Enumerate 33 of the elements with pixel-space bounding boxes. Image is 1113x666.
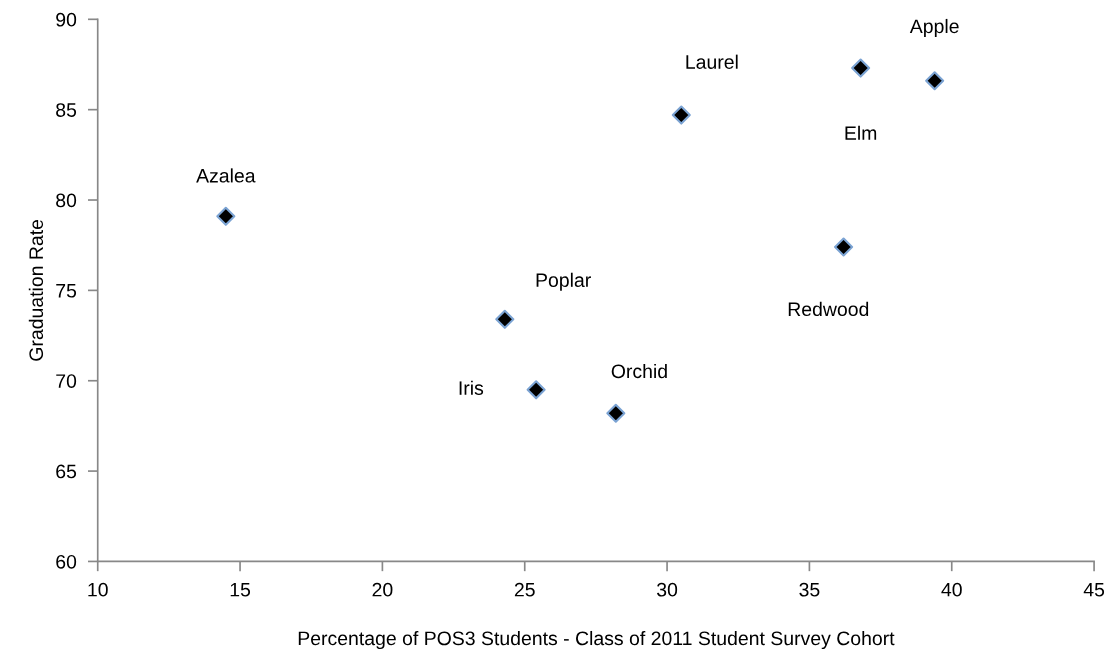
point: [606, 403, 626, 423]
annotation: Azalea: [196, 168, 256, 183]
y-tick-label: 85: [56, 103, 77, 117]
y-tick-label: 90: [56, 12, 77, 27]
y-tick-label: 65: [56, 464, 77, 479]
annotation: Iris: [459, 380, 484, 395]
x-axis-title: Percentage of POS3 Students - Class of 2011 Student Survey Cohort: [298, 630, 895, 650]
x-tick-label: 10: [88, 582, 108, 597]
x-tick-label: 35: [799, 582, 820, 597]
annotation: Redwood: [788, 301, 869, 317]
point: [671, 105, 691, 125]
annotation: Laurel: [686, 54, 738, 69]
x-tick-label: 15: [230, 582, 251, 597]
y-tick-label: 80: [56, 193, 77, 208]
annotation: Poplar: [536, 272, 591, 291]
y-tick-label: 70: [56, 374, 77, 388]
point: [216, 206, 236, 226]
x-tick-label: 45: [1083, 582, 1105, 597]
y-tick-label: 60: [56, 554, 77, 569]
point: [526, 380, 546, 400]
point: [851, 58, 871, 78]
y-axis-title: Graduation Rate: [28, 219, 44, 361]
annotation: Orchid: [611, 363, 667, 379]
y-tick-label: 75: [56, 284, 77, 298]
point: [925, 71, 945, 91]
point: [834, 237, 854, 257]
x-tick-label: 30: [657, 582, 678, 597]
annotation: Elm: [845, 125, 877, 140]
x-tick-label: 40: [941, 582, 962, 597]
point: [495, 309, 515, 329]
x-tick-label: 25: [514, 582, 535, 597]
x-tick-label: 20: [372, 582, 393, 597]
annotation: Apple: [909, 18, 959, 38]
